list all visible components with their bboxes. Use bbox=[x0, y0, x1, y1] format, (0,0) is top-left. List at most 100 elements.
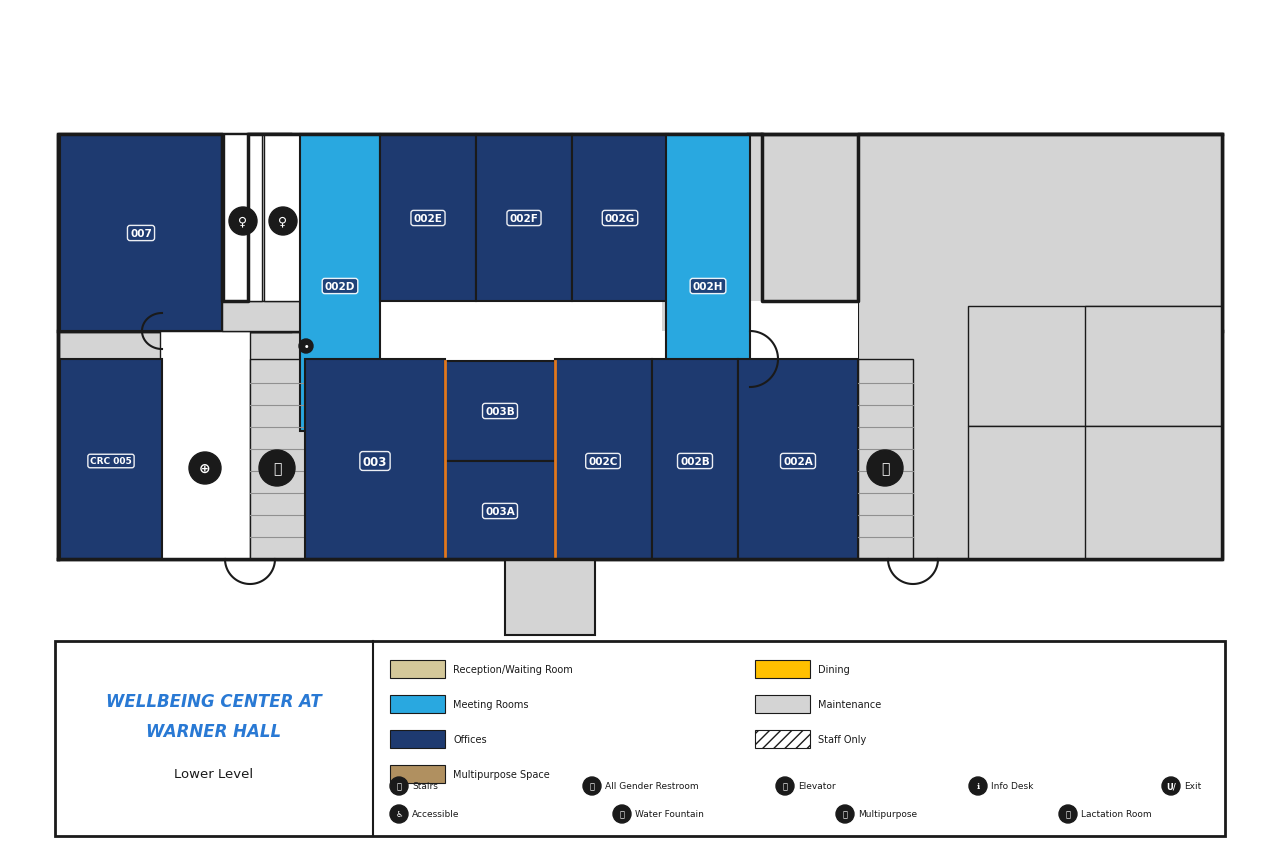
Bar bbox=[476, 135, 572, 301]
Circle shape bbox=[1162, 777, 1180, 795]
Circle shape bbox=[582, 777, 602, 795]
Text: 002G: 002G bbox=[605, 214, 635, 224]
Text: Exit: Exit bbox=[1184, 782, 1201, 790]
Bar bbox=[221, 135, 300, 301]
Text: 002D: 002D bbox=[325, 282, 355, 292]
Text: Multipurpose Space: Multipurpose Space bbox=[453, 769, 549, 779]
Text: U/: U/ bbox=[1166, 782, 1176, 790]
Text: ⦿: ⦿ bbox=[782, 782, 787, 790]
Circle shape bbox=[776, 777, 794, 795]
Bar bbox=[250, 360, 305, 560]
Bar bbox=[968, 307, 1222, 426]
Bar bbox=[666, 135, 750, 431]
Bar bbox=[221, 301, 300, 331]
Text: 003B: 003B bbox=[485, 406, 515, 417]
Text: ⦿: ⦿ bbox=[397, 782, 402, 790]
Bar bbox=[248, 135, 762, 331]
Bar bbox=[1085, 426, 1222, 560]
Circle shape bbox=[1059, 805, 1076, 823]
Text: WARNER HALL: WARNER HALL bbox=[146, 722, 282, 740]
Circle shape bbox=[300, 339, 314, 354]
Text: ♿: ♿ bbox=[396, 809, 403, 819]
Text: Meeting Rooms: Meeting Rooms bbox=[453, 699, 529, 709]
Text: Offices: Offices bbox=[453, 734, 486, 744]
Circle shape bbox=[836, 805, 854, 823]
Bar bbox=[58, 135, 291, 331]
Circle shape bbox=[189, 453, 221, 485]
Bar bbox=[390, 765, 445, 784]
Text: Accessible: Accessible bbox=[412, 809, 460, 819]
Bar bbox=[224, 135, 262, 301]
Text: Stairs: Stairs bbox=[412, 782, 438, 790]
Bar bbox=[858, 135, 1222, 560]
Text: Water Fountain: Water Fountain bbox=[635, 809, 704, 819]
Text: CRC 005: CRC 005 bbox=[90, 457, 132, 466]
Bar bbox=[572, 135, 668, 301]
Text: ⦿: ⦿ bbox=[590, 782, 594, 790]
Text: Lower Level: Lower Level bbox=[174, 768, 253, 781]
Circle shape bbox=[867, 450, 902, 486]
Text: ⦿: ⦿ bbox=[881, 461, 890, 475]
Bar bbox=[390, 695, 445, 713]
Bar bbox=[858, 360, 913, 560]
Circle shape bbox=[969, 777, 987, 795]
Circle shape bbox=[229, 208, 257, 236]
Text: 003: 003 bbox=[362, 455, 387, 468]
Bar bbox=[662, 135, 669, 331]
Text: Staff Only: Staff Only bbox=[818, 734, 867, 744]
Bar bbox=[160, 331, 250, 560]
Bar bbox=[60, 360, 163, 560]
Text: ⦿: ⦿ bbox=[1065, 809, 1070, 819]
Bar bbox=[1085, 307, 1222, 426]
Text: Multipurpose: Multipurpose bbox=[858, 809, 918, 819]
Text: Reception/Waiting Room: Reception/Waiting Room bbox=[453, 664, 572, 674]
Text: ⦿: ⦿ bbox=[620, 809, 625, 819]
Text: 002C: 002C bbox=[589, 456, 618, 467]
Bar bbox=[652, 360, 739, 560]
Bar bbox=[755, 730, 810, 748]
Bar bbox=[506, 560, 595, 635]
Text: All Gender Restroom: All Gender Restroom bbox=[605, 782, 699, 790]
Bar bbox=[445, 461, 556, 560]
Text: 002H: 002H bbox=[692, 282, 723, 292]
Text: 007: 007 bbox=[131, 229, 152, 238]
Bar bbox=[60, 135, 221, 331]
Bar bbox=[755, 695, 810, 713]
Bar bbox=[968, 426, 1222, 560]
Circle shape bbox=[390, 777, 408, 795]
Text: Lactation Room: Lactation Room bbox=[1082, 809, 1152, 819]
Text: WELLBEING CENTER AT: WELLBEING CENTER AT bbox=[106, 692, 321, 710]
Text: Info Desk: Info Desk bbox=[991, 782, 1033, 790]
Bar bbox=[380, 135, 476, 301]
Circle shape bbox=[259, 450, 294, 486]
Bar bbox=[305, 360, 445, 560]
Text: 002E: 002E bbox=[413, 214, 443, 224]
Circle shape bbox=[390, 805, 408, 823]
Bar bbox=[390, 660, 445, 678]
Text: Dining: Dining bbox=[818, 664, 850, 674]
Bar bbox=[748, 135, 1222, 331]
Text: Elevator: Elevator bbox=[797, 782, 836, 790]
Text: ℹ: ℹ bbox=[977, 782, 979, 790]
Bar bbox=[556, 360, 652, 560]
Bar bbox=[739, 360, 858, 560]
Text: 003A: 003A bbox=[485, 506, 515, 517]
Text: 002A: 002A bbox=[783, 456, 813, 467]
Circle shape bbox=[269, 208, 297, 236]
Bar bbox=[58, 331, 1222, 560]
Text: ♀: ♀ bbox=[238, 215, 247, 228]
Text: ♀: ♀ bbox=[279, 215, 288, 228]
Text: ⊕: ⊕ bbox=[200, 461, 211, 475]
Circle shape bbox=[613, 805, 631, 823]
Text: ⦿: ⦿ bbox=[842, 809, 847, 819]
Text: ⦿: ⦿ bbox=[273, 461, 282, 475]
Bar bbox=[300, 135, 380, 431]
Bar bbox=[755, 660, 810, 678]
Bar bbox=[390, 730, 445, 748]
Bar bbox=[55, 641, 1225, 836]
Text: Maintenance: Maintenance bbox=[818, 699, 881, 709]
Text: •: • bbox=[303, 342, 308, 351]
Bar bbox=[445, 362, 556, 461]
Bar bbox=[305, 301, 858, 362]
Bar bbox=[264, 135, 302, 301]
